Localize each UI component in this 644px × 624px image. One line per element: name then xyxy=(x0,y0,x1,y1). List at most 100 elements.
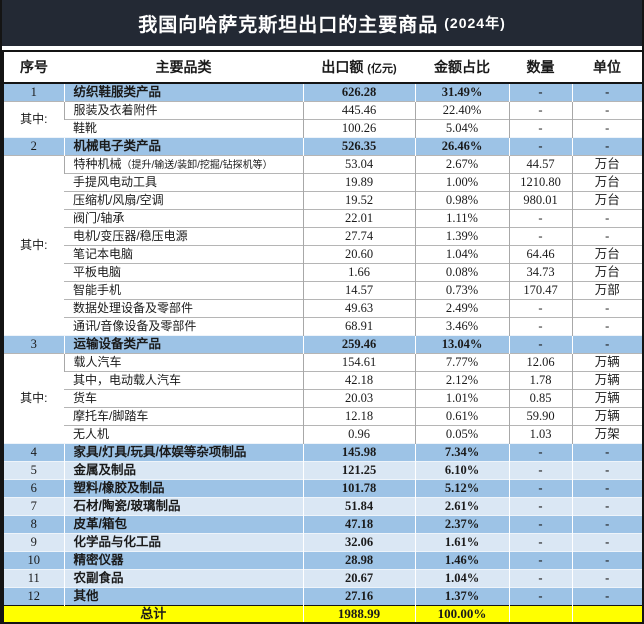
share-cell: 1.61% xyxy=(415,532,509,551)
table-row: 其中: 载人汽车 154.61 7.77% 12.06 万辆 xyxy=(3,352,642,443)
table-row: 其中: 服装及衣着附件 445.46 22.40% - - xyxy=(3,100,642,137)
export-value-cell: 12.18 xyxy=(302,406,415,425)
export-value-cell: 49.63 xyxy=(302,298,415,317)
export-table: 序号 主要品类 出口额 (亿元) 金额占比 数量 单位 1 纺织鞋服类产品 626.… xyxy=(2,50,642,622)
qty-cell: 34.73 xyxy=(508,262,572,281)
export-value-cell: 20.67 xyxy=(303,568,415,587)
category-cell: 机械电子类产品 xyxy=(64,136,303,155)
title-table-divider xyxy=(2,46,642,50)
qty-cell: 44.57 xyxy=(508,154,572,173)
table-row: 7 石材/陶瓷/玻璃制品 51.84 2.61% - - xyxy=(3,496,642,515)
qty-cell: 980.01 xyxy=(508,190,572,209)
serial-cell: 11 xyxy=(3,568,64,587)
category-cell: 化学品与化工品 xyxy=(64,532,303,551)
category-cell: 运输设备类产品 xyxy=(64,334,303,353)
unit-cell: 万部 xyxy=(571,280,642,299)
qty-cell: 1.03 xyxy=(508,424,572,443)
table-row: 鞋靴 100.26 5.04% - - xyxy=(3,118,642,137)
export-value-cell: 626.28 xyxy=(303,82,415,101)
category-cell: 载人汽车 xyxy=(63,352,303,371)
category-cell: 其他 xyxy=(64,586,303,605)
unit-cell: 万辆 xyxy=(571,352,642,371)
unit-cell: 万辆 xyxy=(571,388,642,407)
export-value-cell: 19.52 xyxy=(302,190,415,209)
qty-cell: - xyxy=(509,532,572,551)
share-cell: 31.49% xyxy=(415,82,509,101)
table-row: 电机/变压器/稳压电源 27.74 1.39% - - xyxy=(3,226,642,245)
unit-cell: 万台 xyxy=(571,190,642,209)
export-value-cell: 154.61 xyxy=(302,352,415,371)
qty-cell: - xyxy=(509,586,572,605)
qty-cell: - xyxy=(509,496,572,515)
category-cell: 通讯/音像设备及零部件 xyxy=(64,316,303,335)
qty-cell: 12.06 xyxy=(508,352,572,371)
unit-cell: - xyxy=(572,334,642,353)
unit-cell: - xyxy=(572,550,642,569)
share-cell: 3.46% xyxy=(414,316,509,335)
category-cell: 压缩机/风扇/空调 xyxy=(64,190,303,209)
export-value-cell: 20.60 xyxy=(302,244,415,263)
table-row: 11 农副食品 20.67 1.04% - - xyxy=(3,568,642,587)
share-cell: 5.12% xyxy=(415,478,509,497)
serial-cell: 12 xyxy=(3,586,64,605)
export-value-cell: 47.18 xyxy=(303,514,415,533)
qty-cell: - xyxy=(508,100,572,119)
export-value-cell: 27.74 xyxy=(302,226,415,245)
total-share: 100.00% xyxy=(415,604,509,622)
category-cell: 特种机械（提升/输送/装卸/挖掘/钻探机等） xyxy=(63,154,303,173)
category-cell: 其中，电动载人汽车 xyxy=(64,370,303,389)
unit-cell: - xyxy=(572,82,642,101)
category-note: （提升/输送/装卸/挖掘/钻探机等） xyxy=(121,159,273,171)
unit-cell: 万台 xyxy=(571,154,642,173)
col-header-quantity: 数量 xyxy=(509,51,572,84)
category-cell: 数据处理设备及零部件 xyxy=(64,298,303,317)
title-year: (2024年) xyxy=(444,15,506,31)
export-value-cell: 42.18 xyxy=(302,370,415,389)
share-cell: 2.61% xyxy=(415,496,509,515)
col-header-no: 序号 xyxy=(3,51,64,84)
export-value-cell: 27.16 xyxy=(303,586,415,605)
export-value-cell: 100.26 xyxy=(302,118,415,137)
share-cell: 1.00% xyxy=(414,172,509,191)
unit-cell: - xyxy=(571,100,642,119)
qty-cell: - xyxy=(508,118,572,137)
category-cell: 石材/陶瓷/玻璃制品 xyxy=(64,496,303,515)
group-label-cell: 其中: xyxy=(3,100,64,137)
export-value-cell: 19.89 xyxy=(302,172,415,191)
unit-cell: 万辆 xyxy=(571,370,642,389)
category-cell: 笔记本电脑 xyxy=(64,244,303,263)
title-bar: 我国向哈萨克斯坦出口的主要商品 (2024年) xyxy=(2,0,642,46)
serial-cell: 8 xyxy=(3,514,64,533)
table-row: 阀门/轴承 22.01 1.11% - - xyxy=(3,208,642,227)
qty-cell: 1210.80 xyxy=(508,172,572,191)
table-row: 平板电脑 1.66 0.08% 34.73 万台 xyxy=(3,262,642,281)
export-value-cell: 1.66 xyxy=(302,262,415,281)
share-cell: 0.08% xyxy=(414,262,509,281)
table-row: 2 机械电子类产品 526.35 26.46% - - xyxy=(3,136,642,155)
unit-cell: - xyxy=(571,298,642,317)
share-cell: 5.04% xyxy=(414,118,509,137)
table-row: 10 精密仪器 28.98 1.46% - - xyxy=(3,550,642,569)
share-cell: 26.46% xyxy=(415,136,509,155)
qty-cell: - xyxy=(509,550,572,569)
export-value-cell: 51.84 xyxy=(303,496,415,515)
col-header-unit: 单位 xyxy=(572,51,642,84)
qty-cell: - xyxy=(509,442,572,461)
share-cell: 0.98% xyxy=(414,190,509,209)
category-cell: 金属及制品 xyxy=(64,460,303,479)
qty-cell: 170.47 xyxy=(508,280,572,299)
group-label-cell: 其中: xyxy=(3,352,64,443)
qty-cell: 0.85 xyxy=(508,388,572,407)
total-quantity xyxy=(509,604,572,622)
qty-cell: - xyxy=(509,514,572,533)
qty-cell: - xyxy=(509,568,572,587)
table-row: 其中: 特种机械（提升/输送/装卸/挖掘/钻探机等） 53.04 2.67% 44.57… xyxy=(3,154,642,335)
table-body: 1 纺织鞋服类产品 626.28 31.49% - - 其中: 服装及衣着附件 445.46 22… xyxy=(3,82,642,605)
category-cell: 服装及衣着附件 xyxy=(63,100,303,119)
unit-cell: - xyxy=(572,496,642,515)
export-value-cell: 28.98 xyxy=(303,550,415,569)
export-value-cell: 68.91 xyxy=(302,316,415,335)
qty-cell: 1.78 xyxy=(508,370,572,389)
serial-cell: 2 xyxy=(3,136,64,155)
category-cell: 精密仪器 xyxy=(64,550,303,569)
